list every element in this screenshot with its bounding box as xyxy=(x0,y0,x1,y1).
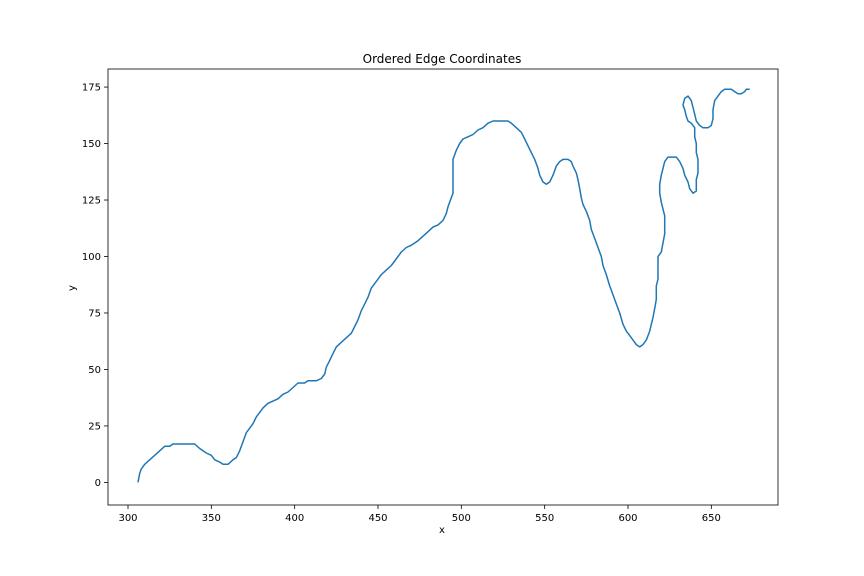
x-tick-label: 450 xyxy=(368,513,387,524)
y-tick-label: 125 xyxy=(82,196,101,207)
x-tick-label: 500 xyxy=(452,513,471,524)
x-tick-label: 400 xyxy=(285,513,304,524)
x-axis-label: x xyxy=(439,525,445,536)
x-tick-label: 350 xyxy=(202,513,221,524)
x-tick-label: 300 xyxy=(118,513,137,524)
plot-area xyxy=(137,88,750,483)
x-axis-ticks: 300 350 400 450 500 550 600 650 xyxy=(118,505,721,524)
chart-title: Ordered Edge Coordinates xyxy=(363,52,522,66)
y-axis-label: y xyxy=(67,285,78,291)
y-tick-label: 100 xyxy=(82,252,101,263)
y-tick-label: 175 xyxy=(82,83,101,94)
series-line-0 xyxy=(137,88,750,483)
x-tick-label: 600 xyxy=(618,513,637,524)
y-tick-label: 150 xyxy=(82,139,101,150)
x-tick-label: 650 xyxy=(702,513,721,524)
y-tick-label: 75 xyxy=(88,308,101,319)
y-tick-label: 50 xyxy=(88,365,101,376)
x-tick-label: 550 xyxy=(535,513,554,524)
axes-frame xyxy=(107,68,779,506)
y-tick-label: 25 xyxy=(88,421,101,432)
y-axis-ticks: 0 25 50 75 100 125 150 175 xyxy=(82,83,108,489)
y-tick-label: 0 xyxy=(95,478,101,489)
